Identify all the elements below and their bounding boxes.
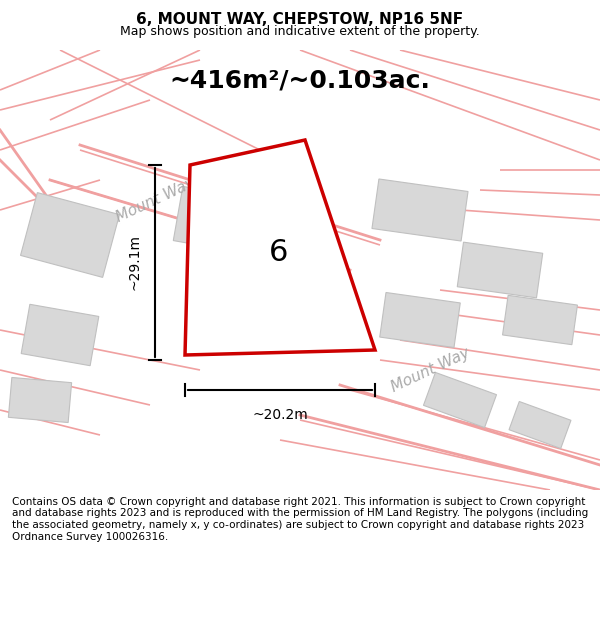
Polygon shape	[380, 292, 460, 348]
Polygon shape	[20, 192, 119, 278]
Polygon shape	[424, 372, 497, 428]
Polygon shape	[173, 186, 257, 254]
Text: Map shows position and indicative extent of the property.: Map shows position and indicative extent…	[120, 24, 480, 38]
Text: Contains OS data © Crown copyright and database right 2021. This information is : Contains OS data © Crown copyright and d…	[12, 497, 588, 541]
Polygon shape	[457, 242, 543, 298]
Polygon shape	[509, 401, 571, 449]
Text: ~416m²/~0.103ac.: ~416m²/~0.103ac.	[170, 68, 430, 92]
Text: ~29.1m: ~29.1m	[127, 234, 141, 291]
Text: ~20.2m: ~20.2m	[252, 408, 308, 422]
Text: Mount Way: Mount Way	[113, 175, 197, 225]
Polygon shape	[21, 304, 99, 366]
Polygon shape	[372, 179, 468, 241]
Text: 6, MOUNT WAY, CHEPSTOW, NP16 5NF: 6, MOUNT WAY, CHEPSTOW, NP16 5NF	[136, 12, 464, 28]
Text: Mount Way: Mount Way	[388, 345, 472, 395]
Polygon shape	[8, 378, 71, 423]
Text: 6: 6	[269, 238, 289, 267]
Polygon shape	[185, 140, 375, 355]
Polygon shape	[503, 296, 577, 344]
